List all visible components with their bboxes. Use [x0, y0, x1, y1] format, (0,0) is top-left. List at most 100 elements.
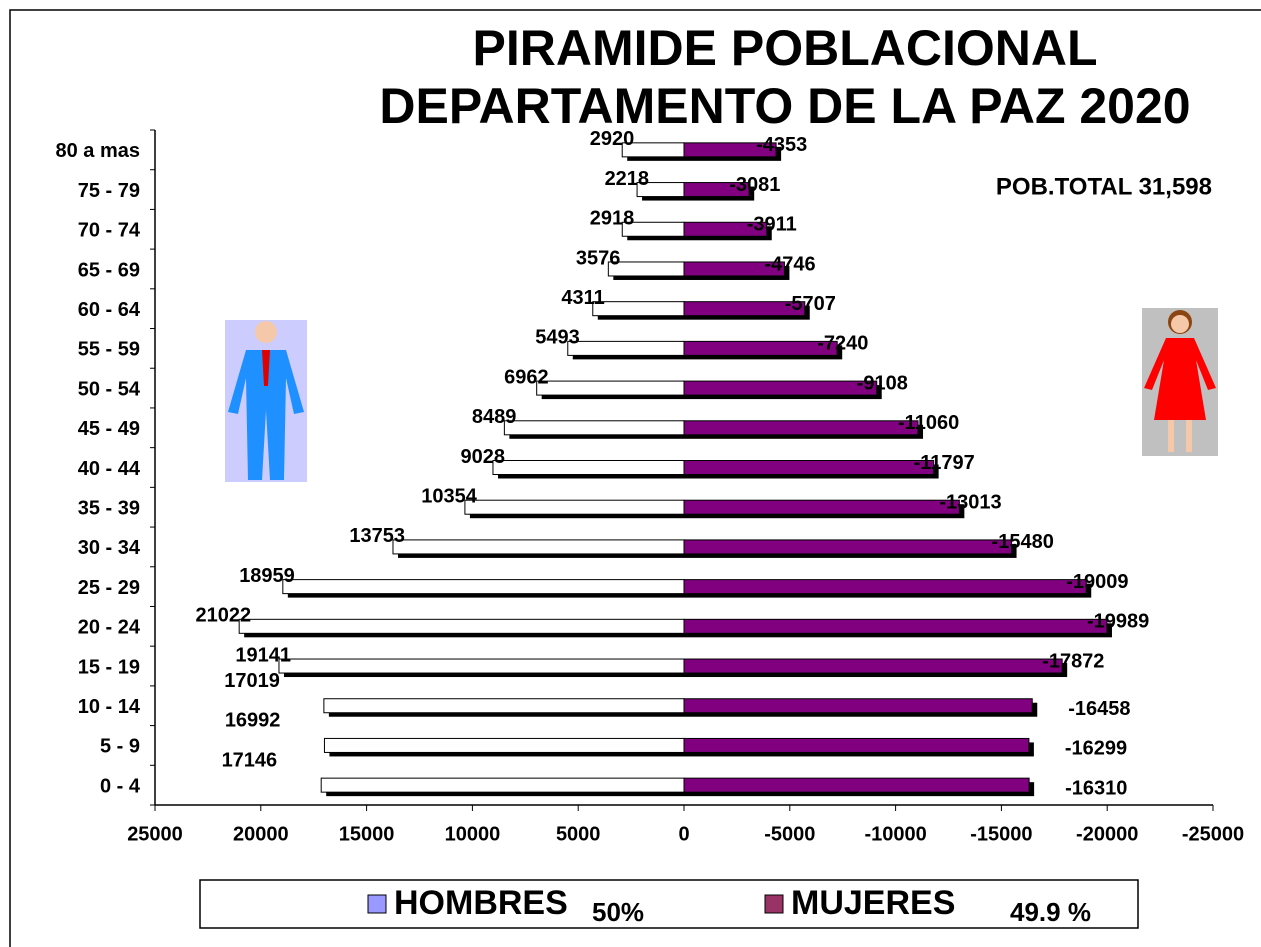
- value-label: -19009: [1066, 571, 1128, 593]
- bar: [593, 302, 684, 316]
- x-tick-label: 5000: [556, 823, 601, 845]
- y-tick-label: 25 - 29: [78, 577, 140, 599]
- value-label: -7240: [817, 333, 868, 355]
- chart-title: PIRAMIDE POBLACIONAL: [473, 20, 1098, 76]
- y-tick-label: 40 - 44: [78, 458, 141, 480]
- value-label: -16458: [1068, 698, 1130, 720]
- bar: [279, 659, 684, 673]
- legend-label: HOMBRES: [394, 884, 568, 922]
- man-icon: [225, 320, 307, 482]
- legend: [200, 880, 1138, 928]
- y-tick-label: 5 - 9: [100, 736, 140, 758]
- value-label: 19141: [235, 644, 291, 666]
- value-label: 17146: [222, 749, 278, 771]
- bar: [393, 540, 684, 554]
- y-tick-label: 60 - 64: [78, 299, 141, 321]
- value-label: 17019: [224, 670, 280, 692]
- bar: [321, 778, 684, 792]
- value-label: -11797: [914, 452, 975, 474]
- chart: PIRAMIDE POBLACIONAL DEPARTAMENTO DE LA …: [0, 0, 1261, 947]
- bar: [684, 540, 1012, 554]
- bar: [465, 500, 684, 514]
- x-tick-label: -20000: [1076, 823, 1138, 845]
- value-label: 8489: [472, 406, 517, 428]
- y-tick-label: 10 - 14: [78, 696, 141, 718]
- value-label: 18959: [239, 565, 295, 587]
- value-label: -16299: [1065, 738, 1127, 760]
- bar: [283, 580, 684, 594]
- value-label: 13753: [349, 525, 405, 547]
- y-tick-label: 30 - 34: [78, 537, 141, 559]
- y-tick-label: 70 - 74: [78, 220, 141, 242]
- y-tick-label: 55 - 59: [78, 339, 140, 361]
- bar: [504, 421, 684, 435]
- annotation: POB.TOTAL 31,598: [996, 173, 1212, 200]
- legend-percent: 50%: [592, 897, 644, 927]
- bar: [684, 461, 934, 475]
- value-label: -13013: [939, 491, 1001, 513]
- legend-swatch: [765, 895, 783, 913]
- bar: [537, 381, 684, 395]
- y-tick-label: 0 - 4: [100, 775, 141, 797]
- bar: [684, 580, 1086, 594]
- bar: [493, 461, 684, 475]
- bar: [684, 738, 1029, 752]
- value-label: -9108: [857, 372, 908, 394]
- value-label: -16310: [1065, 777, 1127, 799]
- x-tick-label: -10000: [864, 823, 926, 845]
- page: PIRAMIDE POBLACIONAL DEPARTAMENTO DE LA …: [0, 0, 1261, 947]
- value-label: 6962: [504, 366, 549, 388]
- value-label: -3081: [729, 174, 780, 196]
- value-label: -17872: [1042, 650, 1104, 672]
- bar: [324, 699, 684, 713]
- value-label: -4353: [756, 134, 807, 156]
- x-tick-label: -15000: [970, 823, 1032, 845]
- value-label: -19989: [1087, 611, 1149, 633]
- value-label: 4311: [561, 287, 604, 309]
- chart-subtitle: DEPARTAMENTO DE LA PAZ 2020: [379, 78, 1190, 134]
- value-label: 10354: [421, 485, 477, 507]
- bar: [324, 738, 684, 752]
- bar: [684, 341, 837, 355]
- bar: [684, 421, 918, 435]
- y-tick-label: 75 - 79: [78, 180, 140, 202]
- value-label: 2920: [590, 128, 635, 150]
- bar: [684, 500, 959, 514]
- value-label: -15480: [992, 531, 1054, 553]
- value-label: 16992: [225, 710, 281, 732]
- x-tick-label: 10000: [445, 823, 501, 845]
- x-tick-label: 25000: [127, 823, 183, 845]
- bar: [684, 619, 1107, 633]
- bar: [684, 778, 1029, 792]
- bar: [684, 699, 1032, 713]
- value-label: 2218: [605, 168, 650, 190]
- y-tick-label: 20 - 24: [78, 617, 141, 639]
- value-label: 5493: [535, 327, 580, 349]
- y-tick-label: 65 - 69: [78, 259, 140, 281]
- value-label: 2918: [590, 208, 635, 230]
- bar: [568, 341, 684, 355]
- value-label: -3911: [747, 214, 797, 236]
- legend-label: MUJERES: [791, 884, 955, 922]
- y-tick-label: 35 - 39: [78, 497, 140, 519]
- bar: [684, 381, 877, 395]
- value-label: 21022: [196, 605, 252, 627]
- value-label: 9028: [460, 446, 505, 468]
- value-label: -11060: [898, 412, 959, 434]
- x-tick-label: 0: [678, 823, 689, 845]
- legend-percent: 49.9 %: [1010, 897, 1091, 927]
- value-label: -5707: [785, 293, 836, 315]
- legend-swatch: [368, 895, 386, 913]
- y-tick-label: 15 - 19: [78, 656, 140, 678]
- woman-icon: [1142, 308, 1218, 456]
- x-tick-label: 15000: [339, 823, 395, 845]
- value-label: -4746: [764, 253, 815, 275]
- x-tick-label: 20000: [233, 823, 289, 845]
- bar: [684, 659, 1062, 673]
- y-tick-label: 50 - 54: [78, 378, 141, 400]
- x-tick-label: -5000: [764, 823, 815, 845]
- value-label: 3576: [576, 247, 621, 269]
- bar: [239, 619, 684, 633]
- x-tick-label: -25000: [1182, 823, 1244, 845]
- y-tick-label: 80 a mas: [55, 140, 140, 162]
